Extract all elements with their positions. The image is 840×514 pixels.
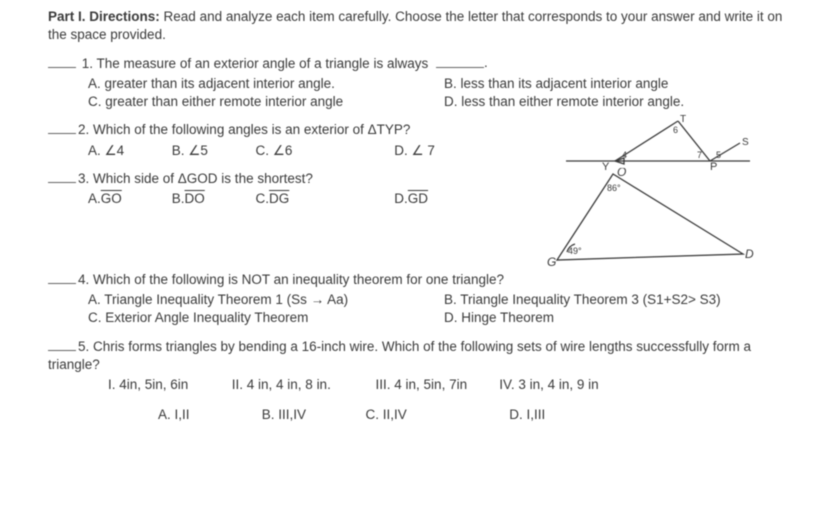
q2-opt-d: D. ∠ 7 bbox=[394, 142, 435, 160]
q1-options: A. greater than its adjacent interior an… bbox=[48, 75, 800, 111]
q3-opt-d: D. GD bbox=[394, 190, 428, 208]
q5-opt-b: B. III,IV bbox=[262, 406, 362, 424]
svg-text:G: G bbox=[547, 255, 556, 268]
q3-opt-b: B. DO bbox=[172, 190, 252, 208]
q5-options: A. I,II B. III,IV C. II,IV D. I,III bbox=[48, 406, 800, 424]
worksheet-page: Part I. Directions: Read and analyze eac… bbox=[0, 0, 840, 435]
q5-opt-c: C. II,IV bbox=[366, 406, 506, 424]
q4-opt-c: C. Exterior Angle Inequality Theorem bbox=[88, 309, 444, 327]
q1-opt-b: B. less than its adjacent interior angle bbox=[444, 75, 800, 93]
q1-opt-c: C. greater than either remote interior a… bbox=[88, 93, 444, 111]
q4-opt-b: B. Triangle Inequality Theorem 3 (S1+S2>… bbox=[444, 291, 800, 309]
q1-opt-a: A. greater than its adjacent interior an… bbox=[88, 75, 444, 93]
q4-options: A. Triangle Inequality Theorem 1 (Ss → A… bbox=[48, 291, 800, 327]
q5-opt-d: D. I,III bbox=[509, 406, 545, 424]
q3-opt-c: C. DG bbox=[256, 190, 391, 208]
q5-opt-a: A. I,II bbox=[158, 406, 258, 424]
q5-roman-ii: II. 4 in, 4 in, 8 in. bbox=[232, 376, 372, 394]
q3-opt-a: A. GO bbox=[88, 190, 168, 208]
q5-romans: I. 4in, 5in, 6in II. 4 in, 4 in, 8 in. I… bbox=[48, 376, 800, 394]
q4-stem: 4. Which of the following is NOT an ineq… bbox=[48, 271, 800, 289]
q4-opt-a: A. Triangle Inequality Theorem 1 (Ss → A… bbox=[88, 291, 444, 309]
svg-text:7: 7 bbox=[697, 150, 702, 160]
q2-opt-b: B. ∠5 bbox=[172, 142, 252, 160]
svg-text:D: D bbox=[745, 247, 754, 261]
q5-roman-iv: IV. 3 in, 4 in, 9 in bbox=[499, 376, 598, 394]
q2-opt-c: C. ∠6 bbox=[256, 142, 391, 160]
svg-text:5: 5 bbox=[716, 150, 721, 160]
q2-stem: 2. Which of the following angles is an e… bbox=[48, 121, 800, 139]
q3-stem: 3. Which side of ΔGOD is the shortest? bbox=[48, 170, 800, 188]
q5-roman-i: I. 4in, 5in, 6in bbox=[108, 376, 228, 394]
q5-roman-iii: III. 4 in, 5in, 7in bbox=[376, 376, 496, 394]
directions: Part I. Directions: Read and analyze eac… bbox=[48, 8, 800, 44]
q5-stem: 5. Chris forms triangles by bending a 16… bbox=[48, 338, 800, 375]
q1-opt-d: D. less than either remote interior angl… bbox=[444, 93, 800, 111]
q1-stem: 1. The measure of an exterior angle of a… bbox=[48, 54, 800, 72]
q4-opt-d: D. Hinge Theorem bbox=[444, 309, 800, 327]
directions-label: Part I. Directions: bbox=[48, 9, 160, 24]
q2-opt-a: A. ∠4 bbox=[88, 142, 168, 160]
